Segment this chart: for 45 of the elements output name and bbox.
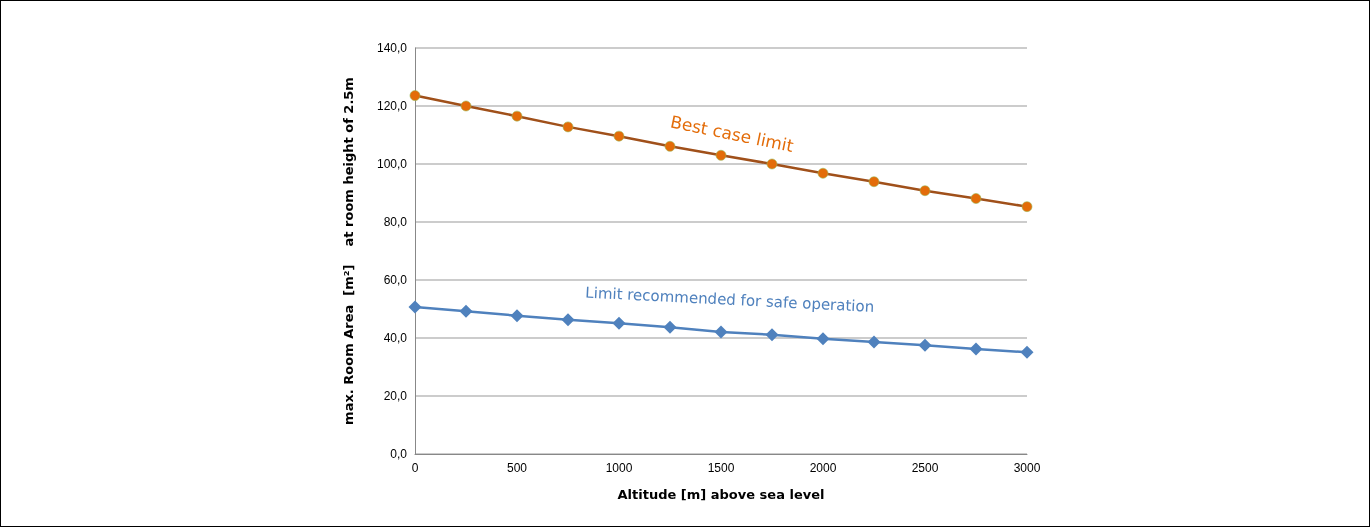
y-tick-label: 60,0 — [383, 273, 408, 287]
x-tick-label: 1000 — [605, 461, 633, 475]
point — [969, 342, 983, 356]
point — [1020, 345, 1034, 359]
y-tick-label: 140,0 — [376, 41, 408, 55]
point — [816, 332, 830, 346]
point — [613, 130, 625, 142]
point — [562, 121, 574, 133]
x-axis-title: Altitude [m] above sea level — [617, 487, 825, 502]
point — [612, 316, 626, 330]
x-tick-label: 2000 — [809, 461, 837, 475]
point — [970, 193, 982, 204]
point — [459, 304, 473, 318]
point — [919, 185, 931, 196]
point — [766, 158, 778, 170]
y-tick-label: 80,0 — [383, 215, 408, 229]
x-tick-label: 0 — [411, 461, 419, 475]
point — [460, 100, 472, 112]
point — [1021, 201, 1033, 212]
point — [714, 325, 728, 339]
y-tick-label: 20,0 — [383, 389, 408, 403]
y-axis-title: max. Room Area [m²] at room height of 2.5m — [341, 77, 356, 425]
x-tick-label: 1500 — [707, 461, 735, 475]
point — [664, 141, 676, 152]
point — [408, 300, 422, 314]
point — [561, 313, 575, 327]
x-tick-label: 500 — [506, 461, 528, 475]
point — [765, 328, 779, 342]
point — [868, 176, 880, 187]
x-tick-label: 3000 — [1013, 461, 1041, 475]
y-tick-label: 120,0 — [376, 99, 408, 113]
point — [867, 335, 881, 349]
point — [510, 309, 524, 323]
x-tick-label: 2500 — [911, 461, 939, 475]
text: Best case limit — [668, 111, 796, 157]
point — [817, 167, 829, 179]
point — [409, 90, 421, 101]
y-tick-label: 100,0 — [376, 157, 408, 171]
point — [918, 338, 932, 352]
y-tick-label: 40,0 — [383, 331, 408, 345]
series-label: Limit recommended for safe operation — [584, 283, 875, 316]
y-tick-label: 0,0 — [390, 447, 408, 461]
point — [715, 150, 727, 161]
point — [511, 110, 523, 122]
point — [663, 320, 677, 334]
